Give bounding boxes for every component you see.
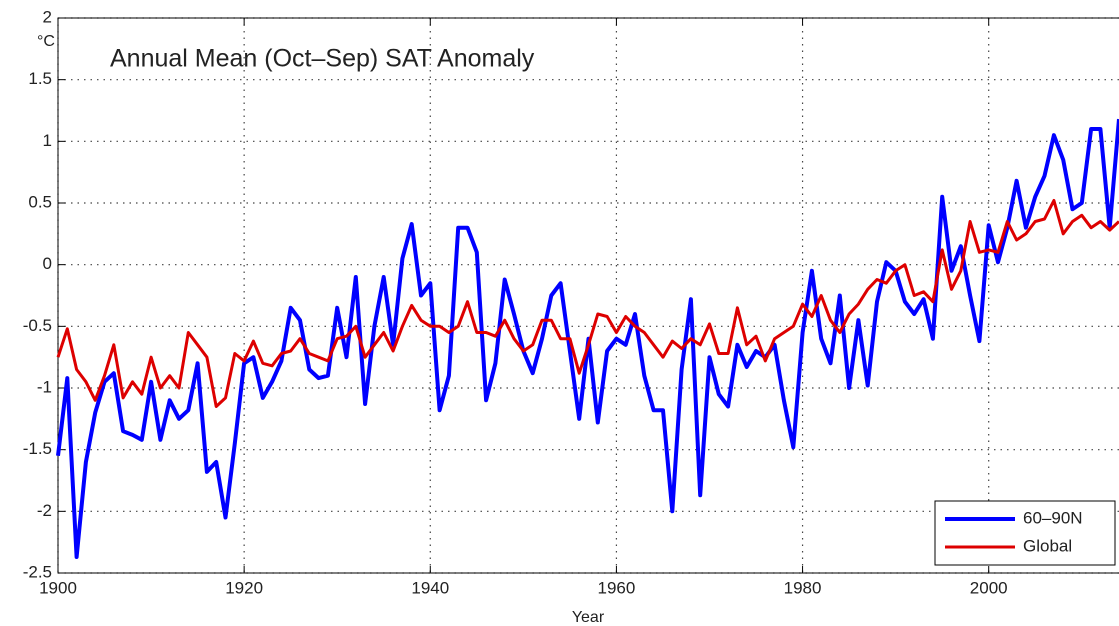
line-series (56, 118, 1119, 559)
x-tick-label: 1960 (598, 578, 636, 597)
y-tick-label: -2 (37, 501, 52, 520)
y-tick-label: 0 (43, 254, 52, 273)
x-tick-label: 1980 (784, 578, 822, 597)
y-tick-label: -2.5 (23, 562, 52, 581)
legend-box (934, 500, 1116, 566)
legend-label: 60–90N (1023, 508, 1083, 527)
x-tick-label: 1920 (225, 578, 263, 597)
y-tick-label: -1 (37, 377, 52, 396)
y-tick-label: 0.5 (28, 192, 52, 211)
x-axis-label: Year (572, 609, 605, 626)
y-tick-label: 1 (43, 131, 52, 150)
chart-title: Annual Mean (Oct–Sep) SAT Anomaly (110, 45, 535, 73)
legend-label: Global (1023, 536, 1072, 555)
x-tick-label: 1940 (411, 578, 449, 597)
y-tick-label: 1.5 (28, 69, 52, 88)
y-axis-label: °C (37, 33, 55, 50)
x-tick-label: 2000 (970, 578, 1008, 597)
line-series (56, 199, 1119, 408)
x-tick-label: 1900 (39, 578, 77, 597)
y-tick-label: 2 (43, 7, 52, 26)
legend: 60–90N Global (934, 500, 1116, 566)
plot-frame (57, 17, 1119, 574)
y-tick-label: -0.5 (23, 316, 52, 335)
y-tick-label: -1.5 (23, 439, 52, 458)
